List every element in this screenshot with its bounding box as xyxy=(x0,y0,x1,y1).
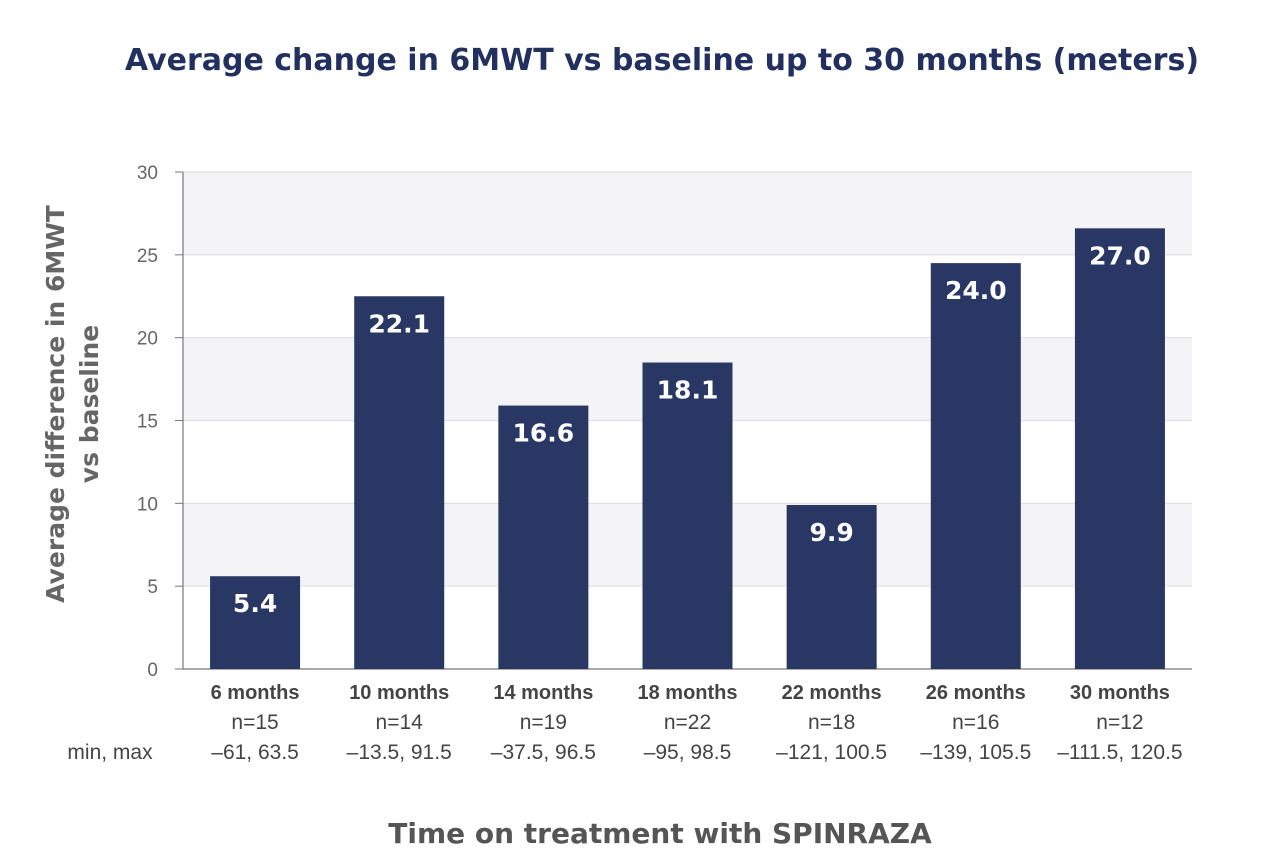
bar-data-label: 16.6 xyxy=(513,419,575,448)
y-tick-label: 15 xyxy=(137,412,158,433)
bar-data-label: 18.1 xyxy=(657,376,719,405)
y-tick-label: 20 xyxy=(137,329,158,350)
minmax-value-label: –95, 98.5 xyxy=(644,741,732,764)
sample-size-label: n=16 xyxy=(952,711,999,734)
y-tick-label: 5 xyxy=(147,577,158,598)
bar xyxy=(642,362,733,669)
minmax-value-label: –139, 105.5 xyxy=(920,741,1031,764)
minmax-value-label: –121, 100.5 xyxy=(776,741,887,764)
bar xyxy=(498,405,589,669)
y-axis-label-line1: Average difference in 6MWT xyxy=(41,205,70,603)
plot-area: 0 5 10 15 20 25 30 5.4 6 months n=15 –61, 63.5 22.1… xyxy=(137,163,1192,764)
x-tick-label: 22 months xyxy=(782,682,882,704)
minmax-row-label: min, max xyxy=(67,741,153,764)
chart-title: Average change in 6MWT vs baseline up to… xyxy=(125,43,1199,78)
bar-data-label: 9.9 xyxy=(809,518,853,547)
minmax-value-label: –61, 63.5 xyxy=(211,741,299,764)
sample-size-label: n=18 xyxy=(808,711,855,734)
bar-data-label: 22.1 xyxy=(368,309,430,338)
sample-size-label: n=22 xyxy=(664,711,711,734)
sample-size-label: n=14 xyxy=(376,711,424,734)
y-tick-label: 30 xyxy=(137,163,158,184)
bar xyxy=(354,296,445,669)
bar-data-label: 24.0 xyxy=(945,276,1007,305)
bar xyxy=(930,263,1021,669)
sample-size-label: n=19 xyxy=(520,711,567,734)
minmax-value-label: –111.5, 120.5 xyxy=(1057,741,1182,764)
y-tick-label: 0 xyxy=(147,660,158,681)
y-axis-label-line2: vs baseline xyxy=(75,325,104,483)
x-axis-label: Time on treatment with SPINRAZA xyxy=(388,817,932,850)
bar-data-label: 5.4 xyxy=(233,589,277,618)
bar xyxy=(1074,228,1165,669)
bar xyxy=(210,576,301,669)
bar-data-label: 27.0 xyxy=(1089,241,1151,270)
sample-size-label: n=15 xyxy=(231,711,278,734)
y-tick-label: 10 xyxy=(137,494,158,515)
x-tick-label: 6 months xyxy=(211,682,300,704)
x-tick-label: 30 months xyxy=(1070,682,1170,704)
sample-size-label: n=12 xyxy=(1096,711,1143,734)
x-tick-label: 18 months xyxy=(637,682,737,704)
x-tick-label: 26 months xyxy=(926,682,1026,704)
x-tick-label: 10 months xyxy=(349,682,449,704)
minmax-value-label: –37.5, 96.5 xyxy=(491,741,596,764)
bar xyxy=(786,504,877,669)
x-tick-label: 14 months xyxy=(493,682,593,704)
plot-band xyxy=(183,172,1192,255)
minmax-value-label: –13.5, 91.5 xyxy=(347,741,452,764)
y-tick-label: 25 xyxy=(137,246,158,267)
